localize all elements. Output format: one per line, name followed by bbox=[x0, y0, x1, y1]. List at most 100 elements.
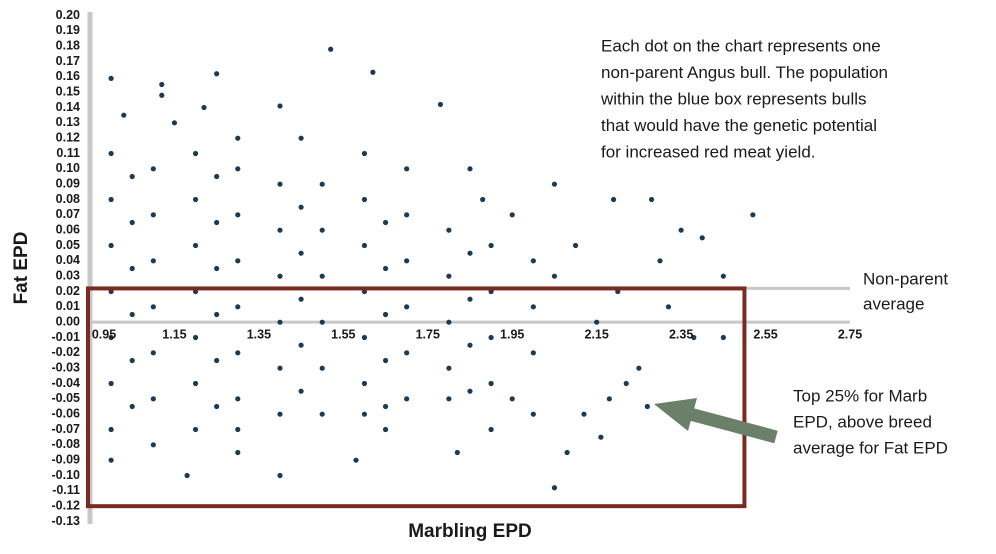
point bbox=[277, 103, 283, 109]
y-tick-label: 0.19 bbox=[56, 23, 80, 37]
point bbox=[404, 304, 410, 310]
x-tick-label: 2.55 bbox=[753, 327, 777, 341]
point bbox=[382, 403, 389, 410]
point bbox=[382, 426, 389, 433]
point bbox=[606, 396, 612, 402]
point bbox=[361, 411, 368, 417]
x-tick-label: 1.75 bbox=[416, 327, 440, 341]
point bbox=[750, 212, 756, 218]
point bbox=[108, 75, 114, 81]
point bbox=[467, 296, 473, 302]
point bbox=[467, 388, 473, 394]
y-tick-label: 0.13 bbox=[56, 115, 80, 129]
x-tick-label: 2.35 bbox=[669, 327, 693, 341]
y-tick-label: -0.07 bbox=[52, 422, 81, 436]
point bbox=[150, 442, 156, 448]
point bbox=[192, 426, 199, 433]
y-tick-label: -0.09 bbox=[52, 452, 81, 466]
point bbox=[214, 219, 220, 226]
point bbox=[509, 396, 515, 402]
box-label: Top 25% for Marb bbox=[793, 386, 927, 405]
point bbox=[129, 173, 135, 180]
x-tick-label: 0.95 bbox=[92, 327, 116, 341]
point bbox=[108, 196, 114, 203]
point bbox=[277, 181, 283, 187]
point bbox=[551, 181, 558, 187]
point bbox=[636, 365, 642, 371]
point bbox=[129, 219, 135, 226]
point bbox=[581, 411, 587, 417]
point bbox=[488, 426, 494, 433]
point bbox=[235, 212, 241, 218]
point bbox=[192, 242, 199, 249]
point bbox=[214, 357, 220, 364]
point bbox=[184, 472, 190, 479]
x-tick-label: 1.35 bbox=[247, 327, 271, 341]
y-tick-label: 0.09 bbox=[56, 176, 80, 190]
y-tick-label: -0.13 bbox=[52, 514, 81, 528]
point bbox=[644, 403, 650, 410]
point bbox=[467, 250, 473, 256]
y-tick-label: 0.11 bbox=[56, 146, 80, 160]
y-tick-label: 0.00 bbox=[56, 314, 80, 328]
point bbox=[129, 311, 135, 318]
point bbox=[382, 357, 389, 364]
point bbox=[277, 227, 283, 233]
average-label: average bbox=[863, 294, 924, 313]
x-tick-label: 2.15 bbox=[584, 327, 608, 341]
point bbox=[129, 403, 135, 410]
point bbox=[488, 334, 494, 341]
y-tick-label: 0.17 bbox=[56, 54, 80, 68]
point bbox=[530, 350, 536, 356]
y-tick-label: 0.02 bbox=[56, 284, 80, 298]
y-tick-label: 0.01 bbox=[56, 299, 80, 313]
point bbox=[214, 71, 220, 77]
point bbox=[361, 380, 368, 387]
arrow-head bbox=[654, 398, 697, 431]
point bbox=[382, 265, 389, 272]
point bbox=[214, 265, 220, 272]
average-label: Non-parent bbox=[863, 269, 948, 288]
point bbox=[108, 150, 114, 157]
point bbox=[488, 380, 494, 387]
point bbox=[454, 449, 460, 456]
point bbox=[150, 258, 156, 264]
point bbox=[159, 92, 165, 98]
point bbox=[446, 365, 452, 371]
point bbox=[277, 273, 283, 279]
point bbox=[319, 319, 325, 325]
x-tick-label: 1.95 bbox=[500, 327, 524, 341]
y-tick-label: -0.11 bbox=[52, 483, 80, 497]
point bbox=[361, 242, 368, 249]
point bbox=[594, 319, 600, 325]
point bbox=[480, 196, 486, 203]
point bbox=[108, 426, 114, 433]
y-tick-label: 0.15 bbox=[56, 84, 80, 98]
point bbox=[361, 334, 368, 341]
point bbox=[488, 242, 494, 249]
point bbox=[530, 411, 536, 417]
y-axis-label: Fat EPD bbox=[11, 232, 32, 305]
point bbox=[353, 457, 359, 463]
point bbox=[572, 242, 579, 249]
point bbox=[319, 273, 325, 279]
y-tick-label: -0.10 bbox=[52, 468, 81, 482]
point bbox=[446, 273, 452, 279]
y-tick-label: 0.12 bbox=[56, 130, 80, 144]
point bbox=[235, 350, 241, 356]
y-tick-label: -0.01 bbox=[52, 330, 81, 344]
point bbox=[235, 304, 241, 310]
y-tick-label: 0.10 bbox=[56, 161, 80, 175]
y-tick-label: 0.06 bbox=[56, 222, 80, 236]
point bbox=[665, 304, 672, 310]
point bbox=[699, 235, 705, 241]
x-tick-label: 1.15 bbox=[162, 327, 186, 341]
point bbox=[467, 166, 473, 172]
point bbox=[235, 426, 241, 433]
point bbox=[467, 342, 473, 348]
point bbox=[530, 304, 536, 310]
point bbox=[108, 380, 114, 387]
point bbox=[319, 181, 325, 187]
point bbox=[319, 227, 325, 233]
